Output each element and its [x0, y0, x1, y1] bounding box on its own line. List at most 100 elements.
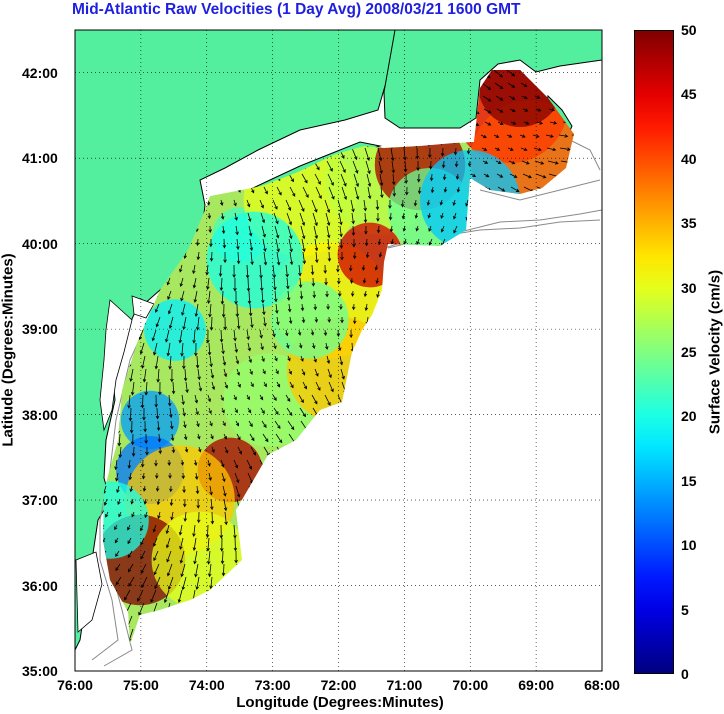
velocity-arrow — [221, 563, 226, 577]
y-tick-label: 37:00 — [22, 492, 58, 509]
velocity-arrow — [483, 108, 492, 114]
velocity-arrow — [169, 485, 173, 493]
velocity-arrow — [352, 160, 359, 174]
velocity-arrow — [219, 277, 224, 292]
velocity-arrow — [453, 212, 457, 220]
velocity-arrow — [167, 290, 172, 300]
velocity-arrow — [405, 186, 409, 196]
velocity-arrow — [496, 108, 504, 113]
velocity-arrow — [223, 498, 228, 512]
velocity-arrow — [339, 355, 344, 366]
velocity-arrow — [154, 576, 161, 590]
velocity-arrow — [247, 407, 252, 414]
velocity-arrow — [260, 342, 264, 351]
velocity-arrow — [300, 355, 304, 362]
velocity-arrow — [439, 199, 444, 206]
velocity-arrow — [363, 212, 368, 224]
colorbar-tick-label: 50 — [681, 22, 697, 38]
velocity-arrow — [127, 394, 131, 409]
grid-lines — [75, 30, 602, 671]
velocity-arrow — [312, 212, 318, 227]
velocity-arrow — [455, 173, 460, 180]
y-axis-label: Latitude (Degrees:Minutes) — [0, 253, 17, 447]
velocity-arrow — [336, 264, 340, 273]
velocity-arrow — [210, 433, 214, 440]
velocity-arrow — [206, 537, 210, 552]
velocity-arrow — [195, 576, 200, 591]
velocity-arrow — [523, 121, 530, 125]
velocity-arrow — [312, 290, 317, 299]
velocity-arrow — [207, 212, 212, 220]
velocity-arrow — [154, 355, 159, 370]
velocity-arrow — [403, 147, 407, 161]
velocity-arrow — [456, 186, 461, 193]
velocity-arrow — [300, 303, 305, 312]
velocity-arrow — [194, 563, 199, 578]
velocity-arrow — [415, 225, 419, 232]
velocity-arrow — [297, 329, 302, 336]
velocity-arrow — [466, 147, 471, 155]
velocity-arrow — [141, 355, 146, 369]
velocity-arrow — [194, 303, 199, 318]
x-axis-label: Longitude (Degrees:Minutes) — [236, 694, 444, 711]
velocity-arrow — [180, 342, 184, 357]
velocity-arrow — [452, 199, 456, 206]
velocity-arrow — [246, 459, 252, 470]
velocity-arrow — [428, 147, 432, 159]
velocity-arrow — [311, 342, 316, 350]
velocity-arrow — [192, 264, 196, 275]
velocity-arrow — [428, 225, 432, 232]
velocity-arrow — [179, 550, 185, 564]
velocity-arrow — [482, 160, 489, 164]
velocity-arrow — [443, 186, 448, 193]
velocity-arrow — [224, 511, 228, 526]
velocity-arrow — [522, 108, 529, 112]
velocity-arrow — [124, 589, 131, 601]
y-tick-label: 39:00 — [22, 321, 58, 338]
velocity-arrow — [206, 329, 210, 344]
velocity-arrow — [325, 212, 331, 227]
delaware-bay — [131, 295, 155, 319]
velocity-arrow — [194, 394, 199, 404]
velocity-arrow — [314, 238, 319, 252]
velocity-arrow — [155, 472, 159, 479]
velocity-arrow — [246, 199, 251, 208]
velocity-arrow — [192, 329, 196, 344]
velocity-arrow — [351, 212, 355, 225]
velocity-arrow — [315, 251, 319, 264]
velocity-arrow — [440, 212, 444, 219]
velocity-arrow — [259, 264, 263, 279]
velocity-arrow — [211, 381, 216, 391]
velocity-arrow — [170, 368, 174, 383]
velocity-arrow — [198, 381, 203, 392]
velocity-arrow — [326, 225, 331, 239]
velocity-arrow — [549, 121, 558, 125]
velocity-arrow — [299, 407, 306, 418]
velocity-arrow — [302, 186, 309, 199]
velocity-arrow — [247, 212, 252, 223]
velocity-arrow — [180, 290, 185, 302]
velocity-arrow — [571, 133, 574, 138]
velocity-arrow — [496, 173, 504, 178]
velocity-arrow — [169, 407, 173, 419]
velocity-arrow — [484, 121, 492, 126]
velocity-arrow — [260, 277, 264, 292]
velocity-arrow — [559, 147, 571, 151]
velocity-arrow — [211, 446, 215, 453]
velocity-arrow — [167, 576, 174, 591]
velocity-arrow — [233, 537, 238, 552]
velocity-arrow — [192, 277, 197, 289]
velocity-arrow — [183, 420, 187, 429]
velocity-arrow — [118, 511, 122, 518]
velocity-arrow — [144, 433, 148, 444]
velocity-arrow — [115, 563, 121, 572]
velocity-arrow — [209, 485, 213, 496]
colorbar-tick-label: 10 — [681, 537, 697, 554]
velocity-arrow — [508, 160, 516, 165]
velocity-arrow — [506, 70, 516, 77]
velocity-arrow — [494, 82, 504, 89]
velocity-arrow — [349, 329, 353, 339]
velocity-arrow — [300, 225, 306, 240]
velocity-arrow — [348, 264, 353, 272]
velocity-arrow — [167, 303, 173, 315]
